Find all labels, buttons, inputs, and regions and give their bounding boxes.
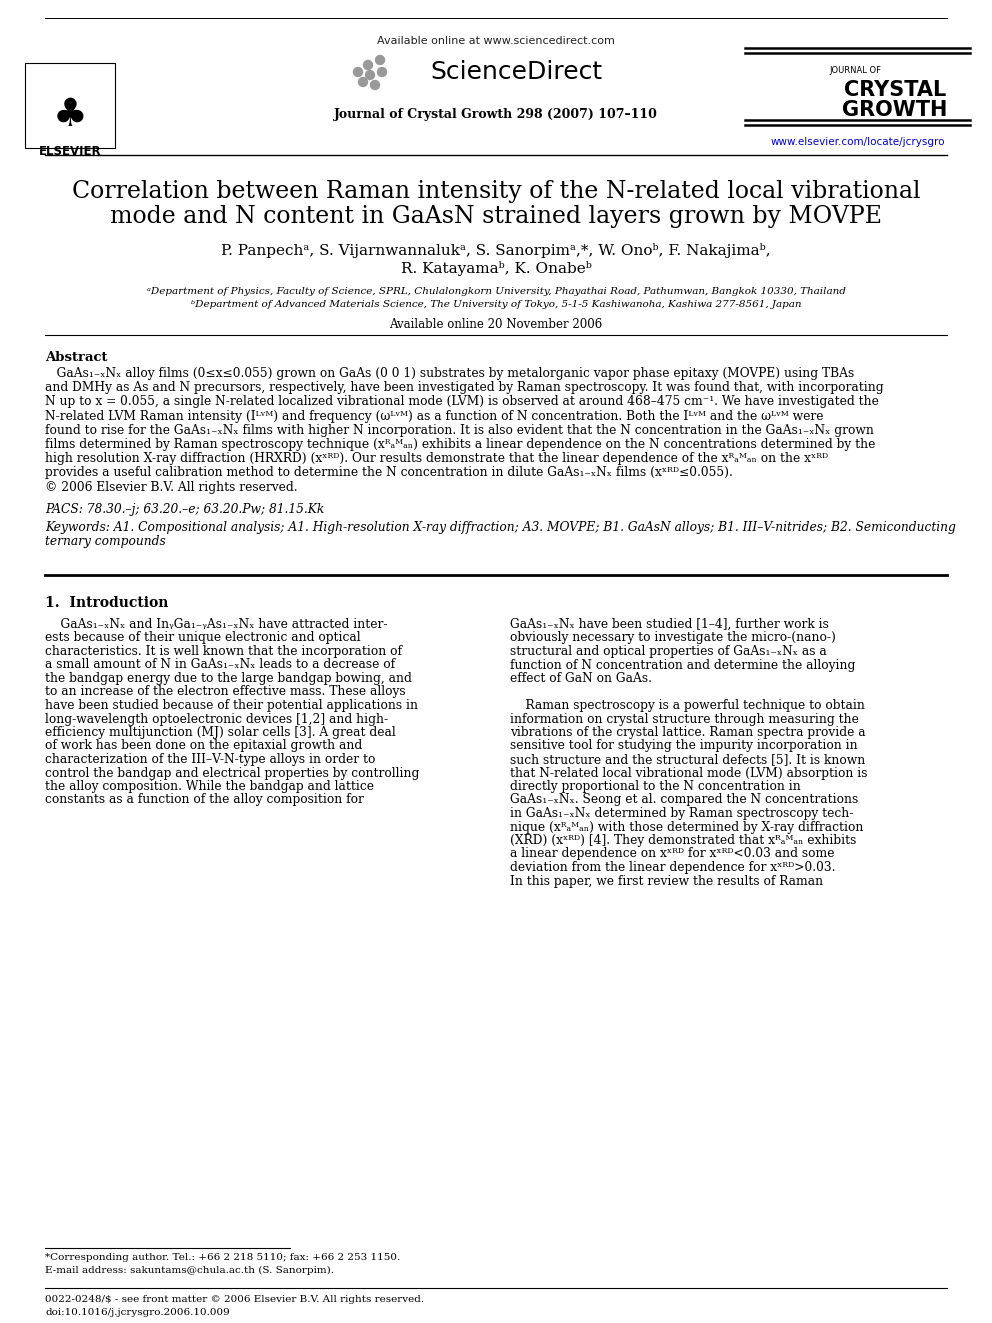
Text: GaAs₁₋ₓNₓ and InᵧGa₁₋ᵧAs₁₋ₓNₓ have attracted inter-: GaAs₁₋ₓNₓ and InᵧGa₁₋ᵧAs₁₋ₓNₓ have attra…	[45, 618, 388, 631]
Text: nique (xᴿₐᴹₐₙ) with those determined by X-ray diffraction: nique (xᴿₐᴹₐₙ) with those determined by …	[510, 820, 863, 833]
Circle shape	[378, 67, 387, 77]
Text: 0022-0248/$ - see front matter © 2006 Elsevier B.V. All rights reserved.: 0022-0248/$ - see front matter © 2006 El…	[45, 1295, 425, 1304]
Text: GROWTH: GROWTH	[842, 101, 947, 120]
Text: efficiency multijunction (MJ) solar cells [3]. A great deal: efficiency multijunction (MJ) solar cell…	[45, 726, 396, 740]
Text: a linear dependence on xˣᴿᴰ for xˣᴿᴰ<0.03 and some: a linear dependence on xˣᴿᴰ for xˣᴿᴰ<0.0…	[510, 848, 834, 860]
Text: © 2006 Elsevier B.V. All rights reserved.: © 2006 Elsevier B.V. All rights reserved…	[45, 480, 298, 493]
Text: doi:10.1016/j.jcrysgro.2006.10.009: doi:10.1016/j.jcrysgro.2006.10.009	[45, 1308, 230, 1316]
Text: function of N concentration and determine the alloying: function of N concentration and determin…	[510, 659, 855, 672]
Text: www.elsevier.com/locate/jcrysgro: www.elsevier.com/locate/jcrysgro	[771, 138, 945, 147]
Text: constants as a function of the alloy composition for: constants as a function of the alloy com…	[45, 794, 364, 807]
Text: the bandgap energy due to the large bandgap bowing, and: the bandgap energy due to the large band…	[45, 672, 412, 685]
Text: control the bandgap and electrical properties by controlling: control the bandgap and electrical prope…	[45, 766, 420, 779]
Circle shape	[376, 56, 385, 65]
Text: such structure and the structural defects [5]. It is known: such structure and the structural defect…	[510, 753, 865, 766]
Circle shape	[365, 70, 375, 79]
Text: ScienceDirect: ScienceDirect	[430, 60, 602, 83]
Text: characterization of the III–V-N-type alloys in order to: characterization of the III–V-N-type all…	[45, 753, 375, 766]
Text: Keywords: A1. Compositional analysis; A1. High-resolution X-ray diffraction; A3.: Keywords: A1. Compositional analysis; A1…	[45, 521, 956, 533]
Text: long-wavelength optoelectronic devices [1,2] and high-: long-wavelength optoelectronic devices […	[45, 713, 388, 725]
Text: E-mail address: sakuntams@chula.ac.th (S. Sanorpim).: E-mail address: sakuntams@chula.ac.th (S…	[45, 1266, 334, 1275]
Text: In this paper, we first review the results of Raman: In this paper, we first review the resul…	[510, 875, 823, 888]
Text: structural and optical properties of GaAs₁₋ₓNₓ as a: structural and optical properties of GaA…	[510, 646, 826, 658]
Text: Abstract: Abstract	[45, 351, 107, 364]
Circle shape	[370, 81, 380, 90]
Text: mode and N content in GaAsN strained layers grown by MOVPE: mode and N content in GaAsN strained lay…	[110, 205, 882, 228]
Text: of work has been done on the epitaxial growth and: of work has been done on the epitaxial g…	[45, 740, 362, 753]
Text: JOURNAL OF: JOURNAL OF	[829, 66, 881, 75]
Text: characteristics. It is well known that the incorporation of: characteristics. It is well known that t…	[45, 646, 402, 658]
Text: films determined by Raman spectroscopy technique (xᴿₐᴹₐₙ) exhibits a linear depe: films determined by Raman spectroscopy t…	[45, 438, 875, 451]
Text: effect of GaN on GaAs.: effect of GaN on GaAs.	[510, 672, 652, 685]
Text: that N-related local vibrational mode (LVM) absorption is: that N-related local vibrational mode (L…	[510, 766, 867, 779]
Text: P. Panpechᵃ, S. Vijarnwannalukᵃ, S. Sanorpimᵃ,*, W. Onoᵇ, F. Nakajimaᵇ,: P. Panpechᵃ, S. Vijarnwannalukᵃ, S. Sano…	[221, 243, 771, 258]
Text: 1.  Introduction: 1. Introduction	[45, 595, 169, 610]
Text: the alloy composition. While the bandgap and lattice: the alloy composition. While the bandgap…	[45, 781, 374, 792]
Text: found to rise for the GaAs₁₋ₓNₓ films with higher N incorporation. It is also ev: found to rise for the GaAs₁₋ₓNₓ films wi…	[45, 423, 874, 437]
Text: CRYSTAL: CRYSTAL	[844, 79, 946, 101]
Text: Journal of Crystal Growth 298 (2007) 107–110: Journal of Crystal Growth 298 (2007) 107…	[334, 108, 658, 120]
Text: vibrations of the crystal lattice. Raman spectra provide a: vibrations of the crystal lattice. Raman…	[510, 726, 866, 740]
Text: ternary compounds: ternary compounds	[45, 534, 166, 548]
Text: ests because of their unique electronic and optical: ests because of their unique electronic …	[45, 631, 361, 644]
Text: (XRD) (xˣᴿᴰ) [4]. They demonstrated that xᴿₐᴹₐₙ exhibits: (XRD) (xˣᴿᴰ) [4]. They demonstrated that…	[510, 833, 856, 847]
Text: N up to x = 0.055, a single N-related localized vibrational mode (LVM) is observ: N up to x = 0.055, a single N-related lo…	[45, 396, 879, 409]
Text: directly proportional to the N concentration in: directly proportional to the N concentra…	[510, 781, 801, 792]
Circle shape	[353, 67, 362, 77]
Text: N-related LVM Raman intensity (Iᴸᵛᴹ) and frequency (ωᴸᵛᴹ) as a function of N con: N-related LVM Raman intensity (Iᴸᵛᴹ) and…	[45, 410, 823, 422]
Text: ᵇDepartment of Advanced Materials Science, The University of Tokyo, 5-1-5 Kashiw: ᵇDepartment of Advanced Materials Scienc…	[190, 300, 802, 310]
Text: Available online at www.sciencedirect.com: Available online at www.sciencedirect.co…	[377, 36, 615, 46]
Text: information on crystal structure through measuring the: information on crystal structure through…	[510, 713, 859, 725]
Text: to an increase of the electron effective mass. These alloys: to an increase of the electron effective…	[45, 685, 406, 699]
Text: GaAs₁₋ₓNₓ alloy films (0≤x≤0.055) grown on GaAs (0 0 1) substrates by metalorgan: GaAs₁₋ₓNₓ alloy films (0≤x≤0.055) grown …	[45, 366, 854, 380]
Text: R. Katayamaᵇ, K. Onabeᵇ: R. Katayamaᵇ, K. Onabeᵇ	[401, 261, 591, 277]
Text: have been studied because of their potential applications in: have been studied because of their poten…	[45, 699, 418, 712]
Text: high resolution X-ray diffraction (HRXRD) (xˣᴿᴰ). Our results demonstrate that t: high resolution X-ray diffraction (HRXRD…	[45, 452, 828, 466]
Text: Raman spectroscopy is a powerful technique to obtain: Raman spectroscopy is a powerful techniq…	[510, 699, 865, 712]
Circle shape	[363, 61, 373, 70]
Text: PACS: 78.30.–j; 63.20.–e; 63.20.Pw; 81.15.Kk: PACS: 78.30.–j; 63.20.–e; 63.20.Pw; 81.1…	[45, 503, 324, 516]
Text: deviation from the linear dependence for xˣᴿᴰ>0.03.: deviation from the linear dependence for…	[510, 861, 835, 875]
Text: ELSEVIER: ELSEVIER	[39, 146, 101, 157]
Text: obviously necessary to investigate the micro-(nano-): obviously necessary to investigate the m…	[510, 631, 836, 644]
Text: GaAs₁₋ₓNₓ. Seong et al. compared the N concentrations: GaAs₁₋ₓNₓ. Seong et al. compared the N c…	[510, 794, 858, 807]
Text: ♣: ♣	[53, 97, 87, 134]
Circle shape	[358, 78, 367, 86]
Text: in GaAs₁₋ₓNₓ determined by Raman spectroscopy tech-: in GaAs₁₋ₓNₓ determined by Raman spectro…	[510, 807, 853, 820]
Text: sensitive tool for studying the impurity incorporation in: sensitive tool for studying the impurity…	[510, 740, 858, 753]
Text: *Corresponding author. Tel.: +66 2 218 5110; fax: +66 2 253 1150.: *Corresponding author. Tel.: +66 2 218 5…	[45, 1253, 400, 1262]
Text: Correlation between Raman intensity of the N-related local vibrational: Correlation between Raman intensity of t…	[71, 180, 921, 202]
Text: provides a useful calibration method to determine the N concentration in dilute : provides a useful calibration method to …	[45, 467, 733, 479]
Text: GaAs₁₋ₓNₓ have been studied [1–4], further work is: GaAs₁₋ₓNₓ have been studied [1–4], furth…	[510, 618, 829, 631]
Text: ᵃDepartment of Physics, Faculty of Science, SPRL, Chulalongkorn University, Phay: ᵃDepartment of Physics, Faculty of Scien…	[147, 287, 845, 296]
Text: Available online 20 November 2006: Available online 20 November 2006	[390, 318, 602, 331]
Text: a small amount of N in GaAs₁₋ₓNₓ leads to a decrease of: a small amount of N in GaAs₁₋ₓNₓ leads t…	[45, 659, 395, 672]
FancyBboxPatch shape	[25, 64, 115, 148]
Text: and DMHy as As and N precursors, respectively, have been investigated by Raman s: and DMHy as As and N precursors, respect…	[45, 381, 884, 394]
